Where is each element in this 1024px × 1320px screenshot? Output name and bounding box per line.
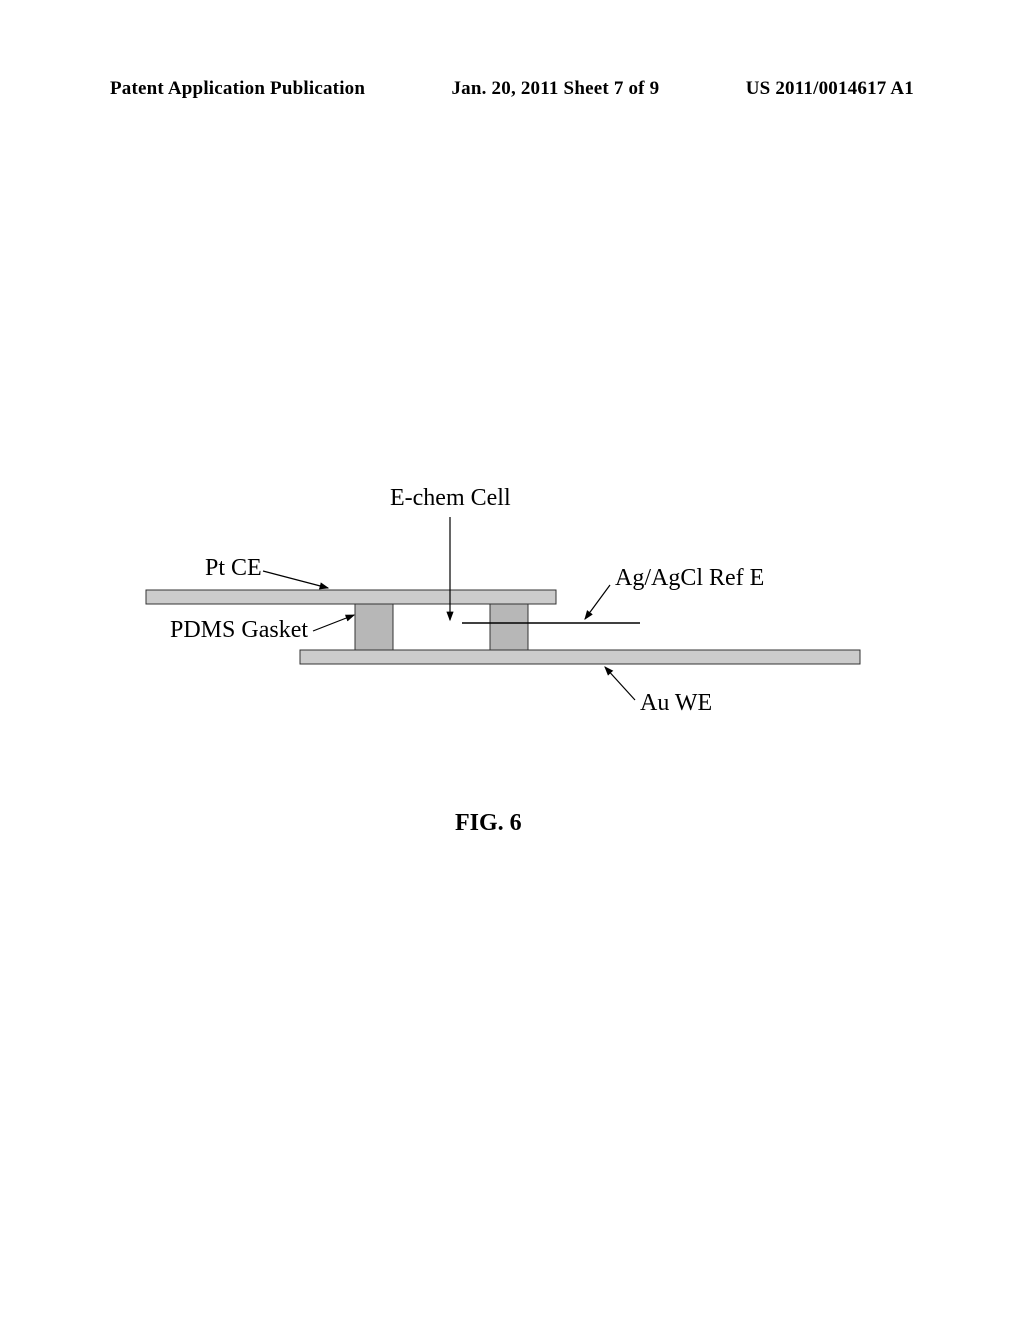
- diagram-figure-6: E-chem Cell Pt CE PDMS Gasket Ag/AgCl Re…: [110, 495, 900, 745]
- header-left: Patent Application Publication: [110, 78, 365, 100]
- header-pubnum: US 2011/0014617 A1: [746, 78, 914, 100]
- page-header: Patent Application Publication Jan. 20, …: [0, 78, 1024, 100]
- leader-auwe: [605, 667, 635, 700]
- leader-ptce: [263, 571, 328, 588]
- label-auwe: Au WE: [640, 690, 712, 717]
- pt-ce-electrode: [146, 590, 556, 604]
- label-pdms: PDMS Gasket: [170, 617, 308, 644]
- au-we-electrode: [300, 650, 860, 664]
- leader-pdms: [313, 615, 354, 631]
- leader-agagcl: [585, 585, 610, 619]
- header-middle: Jan. 20, 2011 Sheet 7 of 9: [451, 78, 659, 100]
- label-ptce: Pt CE: [205, 555, 262, 582]
- label-agagcl: Ag/AgCl Ref E: [615, 565, 764, 592]
- figure-caption: FIG. 6: [455, 810, 522, 837]
- pdms-gasket-left: [355, 604, 393, 650]
- pdms-gasket-right: [490, 604, 528, 650]
- label-echem: E-chem Cell: [390, 485, 511, 512]
